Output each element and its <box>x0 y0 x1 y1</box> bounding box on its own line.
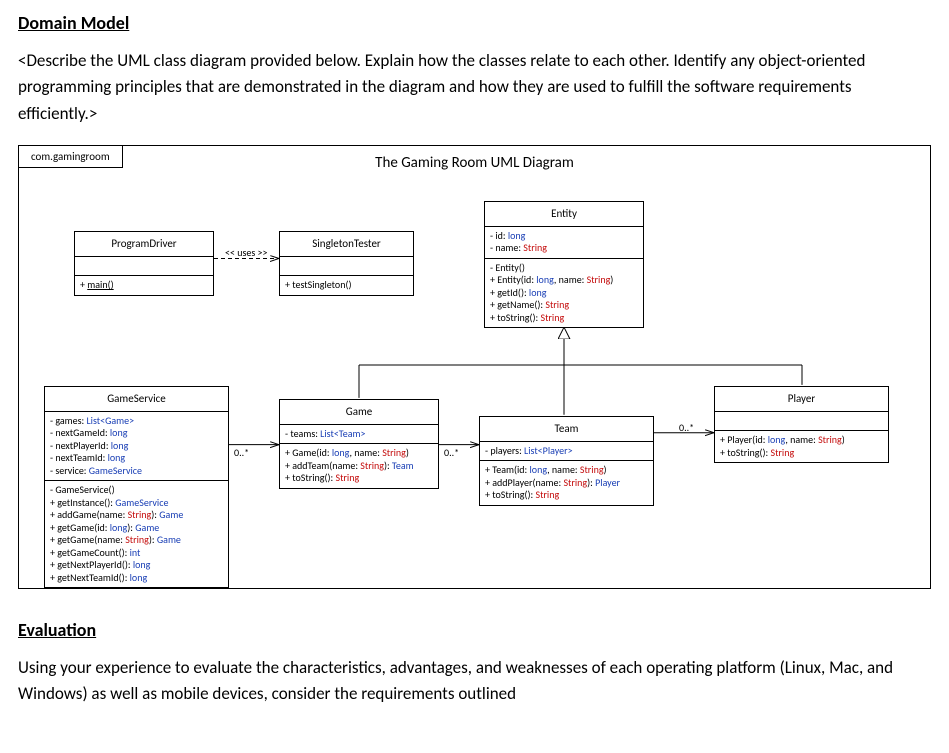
class-compartment <box>75 256 213 276</box>
uml-diagram-container: com.gamingroom The Gaming Room UML Diagr… <box>18 145 931 589</box>
mult-game-team: 0..* <box>444 446 459 459</box>
class-compartment: + Player(id: long, name: String)+ toStri… <box>715 430 888 462</box>
mult-team-player: 0..* <box>679 421 694 434</box>
mult-gs-game: 0..* <box>234 446 249 459</box>
class-compartment: - players: List<Player> <box>480 441 653 461</box>
class-member: - name: String <box>490 242 638 255</box>
class-compartment: - games: List<Game>- nextGameId: long- n… <box>45 411 228 481</box>
class-compartment: - teams: List<Team> <box>280 424 438 444</box>
diagram-title: The Gaming Room UML Diagram <box>19 154 930 172</box>
class-compartment: + Game(id: long, name: String)+ addTeam(… <box>280 443 438 488</box>
class-compartment: - id: long- name: String <box>485 226 643 258</box>
class-member: + testSingleton() <box>285 279 408 292</box>
class-member: + Player(id: long, name: String) <box>720 434 883 447</box>
evaluation-paragraph: Using your experience to evaluate the ch… <box>18 655 931 708</box>
class-compartment: + Team(id: long, name: String)+ addPlaye… <box>480 460 653 505</box>
uml-class-singletontester: SingletonTester + testSingleton() <box>279 231 414 296</box>
class-name: ProgramDriver <box>75 232 213 256</box>
class-name: Player <box>715 387 888 411</box>
uml-class-programdriver: ProgramDriver + main() <box>74 231 214 296</box>
class-name: Entity <box>485 202 643 226</box>
uml-class-gameservice: GameService- games: List<Game>- nextGame… <box>44 386 229 588</box>
domain-model-description: <Describe the UML class diagram provided… <box>18 48 931 127</box>
class-member: + main() <box>80 279 208 292</box>
class-name: Team <box>480 417 653 441</box>
class-compartment: + main() <box>75 275 213 295</box>
class-member: + toString(): String <box>485 489 648 502</box>
evaluation-heading: Evaluation <box>18 619 931 641</box>
class-member: - players: List<Player> <box>485 445 648 458</box>
class-name: Game <box>280 400 438 424</box>
class-member: + toString(): String <box>490 312 638 325</box>
uml-class-game: Game - teams: List<Team> + Game(id: long, … <box>279 399 439 489</box>
uses-stereotype: << uses >> <box>225 246 268 259</box>
uml-class-entity: Entity- id: long- name: String- Entity()… <box>484 201 644 328</box>
class-member: + getNextTeamId(): long <box>50 572 223 585</box>
class-name: SingletonTester <box>280 232 413 256</box>
class-compartment <box>280 256 413 276</box>
class-member: + toString(): String <box>720 447 883 460</box>
class-member: + toString(): String <box>285 472 433 485</box>
class-compartment: - Entity()+ Entity(id: long, name: Strin… <box>485 258 643 328</box>
class-member: - service: GameService <box>50 465 223 478</box>
uml-class-player: Player + Player(id: long, name: String)+… <box>714 386 889 463</box>
domain-model-heading: Domain Model <box>18 12 931 34</box>
class-compartment: + testSingleton() <box>280 275 413 295</box>
class-compartment <box>715 411 888 431</box>
class-member: + Entity(id: long, name: String) <box>490 274 638 287</box>
class-member: - teams: List<Team> <box>285 428 433 441</box>
class-name: GameService <box>45 387 228 411</box>
class-compartment: - GameService()+ getInstance(): GameServ… <box>45 480 228 587</box>
uml-class-team: Team - players: List<Player> + Team(id: lo… <box>479 416 654 506</box>
class-member: - nextGameId: long <box>50 427 223 440</box>
